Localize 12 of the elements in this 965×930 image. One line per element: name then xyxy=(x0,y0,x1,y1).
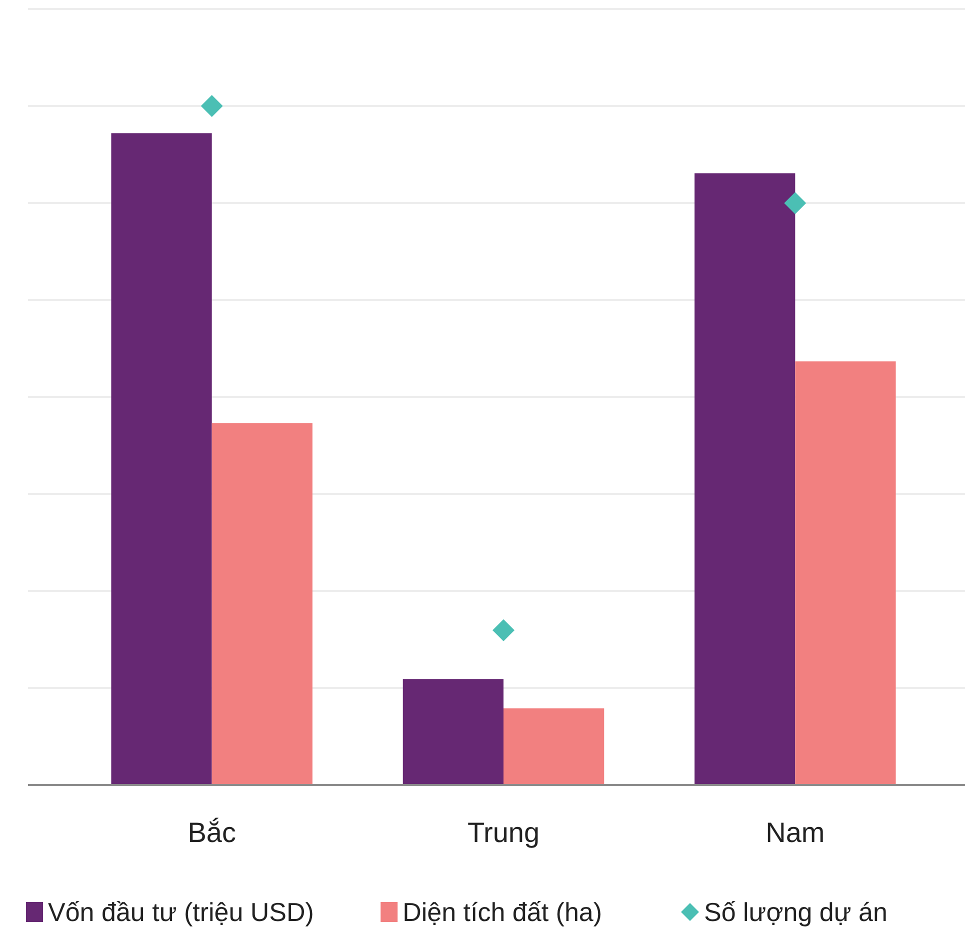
x-tick-label: Bắc xyxy=(188,817,236,848)
x-tick-label: Trung xyxy=(467,817,540,848)
legend-label: Diện tích đất (ha) xyxy=(402,897,602,927)
bar xyxy=(111,133,212,785)
bar xyxy=(694,173,796,785)
bar xyxy=(504,708,604,785)
bar xyxy=(795,361,896,785)
legend-label: Vốn đầu tư (triệu USD) xyxy=(48,897,314,927)
x-tick-label: Nam xyxy=(766,817,825,848)
bar xyxy=(212,423,312,785)
legend-label: Số lượng dự án xyxy=(704,897,888,927)
bar xyxy=(402,679,504,785)
